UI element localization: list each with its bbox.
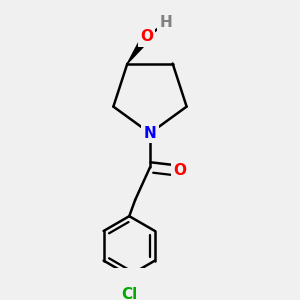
Text: O: O	[140, 29, 153, 44]
Text: H: H	[160, 15, 172, 30]
Text: O: O	[173, 163, 186, 178]
Text: Cl: Cl	[121, 287, 137, 300]
Text: N: N	[144, 126, 156, 141]
Polygon shape	[128, 34, 150, 64]
